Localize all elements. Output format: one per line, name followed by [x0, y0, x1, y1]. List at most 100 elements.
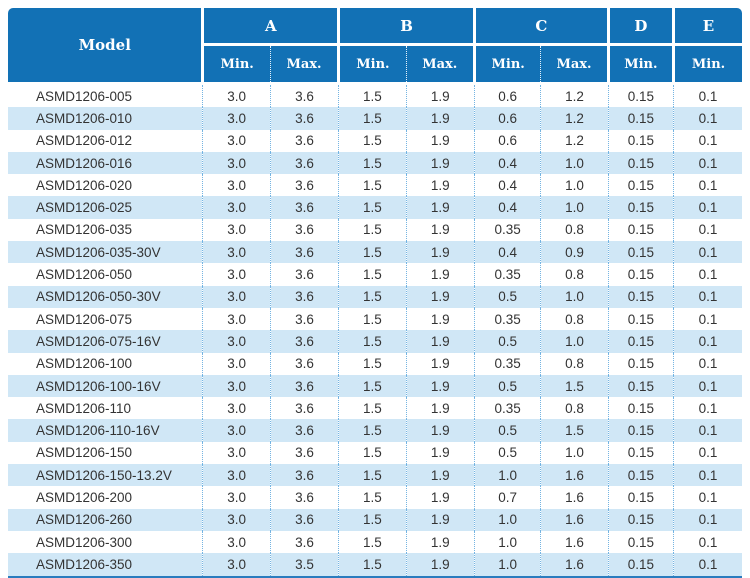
value-cell: 0.4: [473, 241, 541, 264]
value-cell: 3.0: [202, 241, 271, 264]
value-cell: 1.5: [338, 508, 407, 531]
value-cell: 1.6: [540, 508, 609, 531]
value-cell: 1.0: [540, 196, 609, 219]
value-cell: 3.0: [202, 129, 271, 152]
value-cell: 0.5: [473, 374, 541, 398]
value-cell: 0.1: [673, 83, 742, 108]
value-cell: 1.9: [405, 397, 475, 420]
table-row: ASMD1206-100-16V 3.0 3.6 1.5 1.9 0.5 1.5 0.15 0.…: [8, 374, 742, 398]
value-cell: 1.9: [405, 151, 475, 175]
value-cell: 1.9: [405, 285, 475, 308]
value-cell: 1.5: [338, 374, 407, 398]
value-cell: 0.1: [673, 553, 742, 578]
subheader-e-min: Min.: [672, 44, 742, 85]
subheader-a-min: Min.: [201, 44, 271, 85]
table-row: ASMD1206-050 3.0 3.6 1.5 1.9 0.35 0.8 0.15 0.1: [8, 263, 742, 286]
value-cell: 3.0: [202, 330, 271, 353]
value-cell: 1.5: [338, 330, 407, 353]
value-cell: 1.9: [405, 486, 475, 509]
value-cell: 3.0: [202, 530, 271, 554]
value-cell: 1.5: [338, 352, 407, 375]
table-body: ASMD1206-005 3.0 3.6 1.5 1.9 0.6 1.2 0.15 0.1 ASM…: [8, 83, 742, 578]
table-row: ASMD1206-005 3.0 3.6 1.5 1.9 0.6 1.2 0.15 0.1: [8, 83, 742, 108]
model-cell: ASMD1206-025: [36, 200, 133, 216]
model-cell: ASMD1206-020: [36, 177, 133, 193]
value-cell: 3.5: [269, 553, 339, 578]
table-row: ASMD1206-110 3.0 3.6 1.5 1.9 0.35 0.8 0.15 0.1: [8, 397, 742, 420]
value-cell: 0.15: [607, 397, 674, 420]
value-cell: 1.6: [540, 530, 609, 554]
model-cell: ASMD1206-200: [36, 489, 133, 505]
value-cell: 3.0: [202, 464, 271, 487]
value-cell: 1.9: [405, 218, 475, 242]
value-cell: 3.6: [269, 285, 339, 308]
value-cell: 1.9: [405, 330, 475, 353]
value-cell: 3.0: [202, 263, 271, 286]
model-cell: ASMD1206-075: [36, 311, 133, 327]
value-cell: 0.15: [607, 352, 674, 375]
value-cell: 1.5: [338, 307, 407, 331]
value-cell: 0.1: [673, 151, 742, 175]
value-cell: 3.6: [269, 397, 339, 420]
table-row: ASMD1206-350 3.0 3.5 1.5 1.9 1.0 1.6 0.15 0.1: [8, 553, 742, 578]
value-cell: 0.15: [607, 374, 674, 398]
value-cell: 1.9: [405, 464, 475, 487]
value-cell: 0.1: [673, 174, 742, 197]
subheader-d-min: Min.: [606, 44, 674, 85]
table-row: ASMD1206-035-30V 3.0 3.6 1.5 1.9 0.4 0.9 0.15 0.…: [8, 241, 742, 264]
value-cell: 1.5: [338, 397, 407, 420]
value-cell: 1.9: [405, 83, 475, 108]
model-cell: ASMD1206-150: [36, 445, 133, 461]
value-cell: 1.2: [540, 107, 609, 130]
value-cell: 1.9: [405, 374, 475, 398]
value-cell: 1.0: [540, 330, 609, 353]
value-cell: 3.6: [269, 330, 339, 353]
value-cell: 3.6: [269, 307, 339, 331]
value-cell: 3.0: [202, 218, 271, 242]
value-cell: 1.0: [473, 464, 541, 487]
value-cell: 0.15: [607, 330, 674, 353]
value-cell: 3.0: [202, 397, 271, 420]
subheader-c-min: Min.: [472, 44, 541, 85]
value-cell: 3.6: [269, 174, 339, 197]
value-cell: 0.1: [673, 508, 742, 531]
column-header-model: Model: [8, 8, 205, 85]
value-cell: 0.1: [673, 241, 742, 264]
table-row: ASMD1206-150 3.0 3.6 1.5 1.9 0.5 1.0 0.15 0.1: [8, 441, 742, 465]
value-cell: 0.8: [540, 263, 609, 286]
table-row: ASMD1206-050-30V 3.0 3.6 1.5 1.9 0.5 1.0 0.15 0.…: [8, 285, 742, 308]
value-cell: 0.15: [607, 508, 674, 531]
spec-table-wrapper: Model A B C D E Min. Max. Min. Max. Min.…: [8, 8, 742, 578]
value-cell: 1.9: [405, 419, 475, 442]
value-cell: 0.15: [607, 486, 674, 509]
value-cell: 1.6: [540, 553, 609, 578]
value-cell: 3.6: [269, 196, 339, 219]
subheader-b-max: Max.: [405, 44, 475, 85]
value-cell: 3.6: [269, 486, 339, 509]
value-cell: 3.0: [202, 307, 271, 331]
value-cell: 0.9: [540, 241, 609, 264]
value-cell: 0.15: [607, 174, 674, 197]
value-cell: 0.15: [607, 285, 674, 308]
model-cell: ASMD1206-050: [36, 267, 133, 283]
table-row: ASMD1206-150-13.2V 3.0 3.6 1.5 1.9 1.0 1.6 0.15…: [8, 464, 742, 487]
value-cell: 0.6: [473, 107, 541, 130]
value-cell: 3.6: [269, 508, 339, 531]
value-cell: 1.5: [338, 83, 407, 108]
value-cell: 0.15: [607, 419, 674, 442]
value-cell: 1.0: [540, 441, 609, 465]
value-cell: 3.6: [269, 83, 339, 108]
model-cell: ASMD1206-005: [36, 88, 133, 104]
model-cell: ASMD1206-035-30V: [36, 244, 161, 260]
value-cell: 3.0: [202, 486, 271, 509]
table-header: Model A B C D E Min. Max. Min. Max. Min.…: [8, 8, 742, 85]
value-cell: 1.0: [540, 151, 609, 175]
table-row: ASMD1206-075 3.0 3.6 1.5 1.9 0.35 0.8 0.15 0.1: [8, 307, 742, 331]
column-group-d: D: [606, 8, 674, 46]
model-cell: ASMD1206-012: [36, 133, 133, 149]
value-cell: 0.15: [607, 129, 674, 152]
column-group-b: B: [337, 8, 475, 46]
value-cell: 0.1: [673, 307, 742, 331]
value-cell: 3.0: [202, 508, 271, 531]
table-row: ASMD1206-110-16V 3.0 3.6 1.5 1.9 0.5 1.5 0.15 0.…: [8, 419, 742, 442]
